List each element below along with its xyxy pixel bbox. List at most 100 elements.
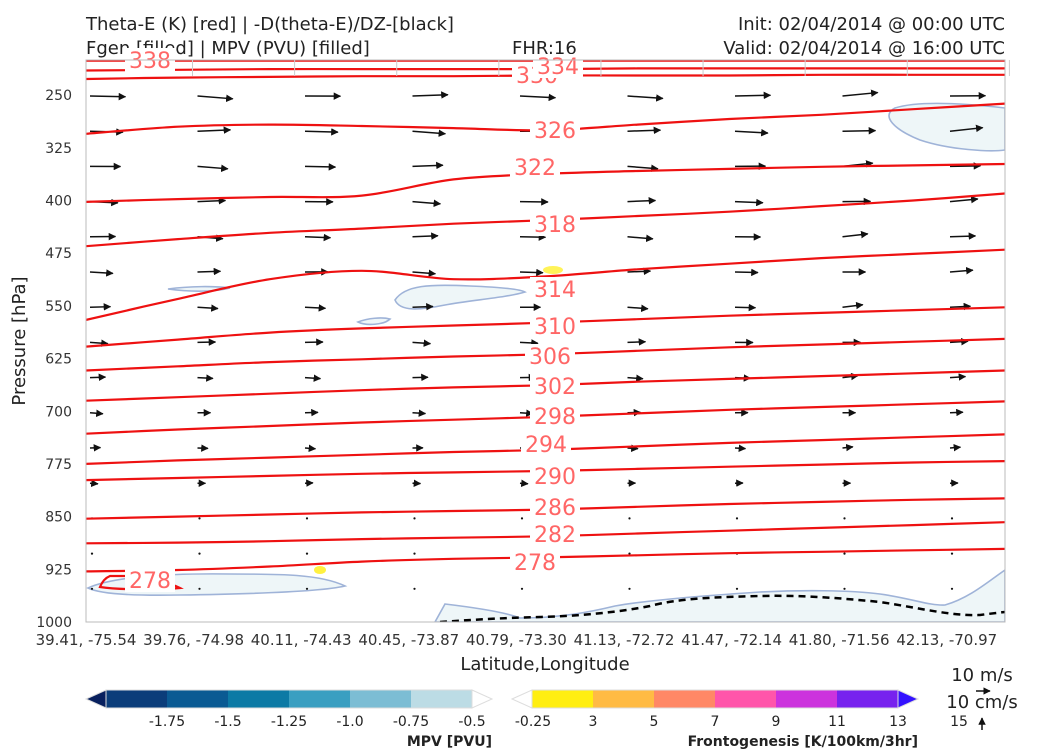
wind-vectors bbox=[89, 89, 987, 660]
x-tick-label: 41.80, -71.56 bbox=[789, 631, 890, 649]
wind-vector bbox=[198, 552, 201, 555]
wind-vector bbox=[628, 517, 631, 520]
mpv-colorbar-segment bbox=[411, 690, 473, 708]
forecast-hour: FHR:16 bbox=[512, 38, 577, 59]
theta-e-label-318: 318 bbox=[534, 213, 576, 238]
wind-vector bbox=[949, 443, 962, 452]
wind-vector bbox=[412, 409, 427, 417]
theta-e-label-bg bbox=[530, 495, 580, 519]
wind-vector bbox=[413, 587, 416, 590]
wind-vector bbox=[627, 304, 649, 313]
wind-vector bbox=[306, 623, 308, 625]
fgen-colorbar-segment bbox=[715, 690, 777, 708]
wind-vector bbox=[412, 269, 437, 277]
wind-vector bbox=[628, 587, 631, 590]
wind-vector bbox=[519, 93, 557, 102]
x-tick-label: 40.45, -73.87 bbox=[358, 631, 459, 649]
theta-e-label-bg bbox=[530, 118, 580, 142]
x-tick-label: 40.11, -74.43 bbox=[251, 631, 352, 649]
fgen-colorbar-segment bbox=[837, 690, 899, 708]
wind-vector bbox=[842, 89, 879, 97]
init-time: Init: 02/04/2014 @ 00:00 UTC bbox=[737, 14, 1005, 35]
wind-vector bbox=[843, 517, 846, 520]
wind-vector bbox=[197, 126, 232, 134]
x-axis-label: Latitude,Longitude bbox=[460, 654, 629, 675]
wind-vector bbox=[89, 373, 107, 382]
y-tick-label-400: 400 bbox=[45, 194, 72, 210]
theta-e-label-334: 334 bbox=[537, 55, 579, 80]
wind-vector bbox=[843, 587, 846, 590]
wind-vector bbox=[412, 302, 434, 311]
fgen-colorbar-tick: 9 bbox=[772, 714, 781, 730]
wind-vector bbox=[197, 267, 222, 276]
wind-vector bbox=[734, 198, 764, 207]
wind-vector bbox=[627, 267, 652, 276]
wind-vector bbox=[197, 374, 214, 382]
wind-vector bbox=[304, 374, 322, 382]
wind-vector bbox=[413, 623, 415, 625]
wind-vector bbox=[304, 163, 337, 171]
theta-e-label-bg bbox=[530, 374, 580, 398]
fgen-blob-lower bbox=[314, 566, 326, 574]
theta-e-label-326: 326 bbox=[534, 119, 576, 144]
mpv-colorbar-segment bbox=[289, 690, 351, 708]
wind-vector bbox=[520, 587, 524, 590]
mpv-colorbar-tick: -1.25 bbox=[271, 714, 307, 730]
fgen-colorbar-tick: 11 bbox=[828, 714, 846, 730]
y-tick-label-1000: 1000 bbox=[36, 615, 72, 631]
wind-vector bbox=[413, 658, 415, 660]
wind-vector bbox=[89, 479, 99, 488]
mpv-colorbar-extend-high bbox=[471, 689, 494, 709]
theta-e-label-302: 302 bbox=[534, 375, 576, 400]
wind-vector bbox=[949, 408, 964, 417]
wind-vector bbox=[519, 339, 539, 347]
wind-vector bbox=[198, 623, 200, 625]
wind-vector bbox=[89, 409, 104, 418]
mpv-colorbar-tick: -1.5 bbox=[214, 714, 241, 730]
x-tick-label: 42.13, -70.97 bbox=[896, 631, 997, 649]
wind-vector bbox=[949, 232, 977, 240]
theta-e-label-bg bbox=[530, 464, 580, 488]
y-axis-label: Pressure [hPa] bbox=[9, 276, 30, 405]
mpv-colorbar-extend-low bbox=[84, 689, 107, 709]
wind-vector bbox=[521, 623, 523, 625]
theta-e-label-bg bbox=[510, 155, 560, 179]
wind-vector bbox=[949, 195, 979, 204]
wind-vector bbox=[950, 552, 954, 555]
fgen-colorbar-segment bbox=[654, 690, 716, 708]
mpv-colorbar-tick: -1.75 bbox=[149, 714, 185, 730]
y-tick-label-250: 250 bbox=[45, 88, 72, 104]
wind-vector bbox=[304, 304, 327, 312]
fgen-colorbar-outline bbox=[531, 689, 899, 709]
mpv-colorbar-tick: -0.5 bbox=[458, 714, 485, 730]
wind-vector bbox=[413, 517, 416, 520]
axes: 250 325 400 475 550 625 700 775 850 925 100039.41,… bbox=[9, 59, 1010, 675]
wind-vector bbox=[197, 94, 234, 103]
mpv-colorbar-tick: -0.75 bbox=[393, 714, 429, 730]
wind-vector bbox=[734, 91, 772, 100]
wind-vector bbox=[519, 479, 529, 488]
x-tick-label: 39.41, -75.54 bbox=[36, 631, 137, 649]
theta-e-label-bg bbox=[521, 432, 571, 456]
wind-vector bbox=[842, 301, 864, 310]
theta-e-contour-314 bbox=[86, 248, 1005, 321]
fgen-colorbar-tick: 13 bbox=[889, 714, 907, 730]
wind-vector bbox=[412, 199, 442, 208]
wind-vector bbox=[89, 339, 109, 347]
theta-e-label-286: 286 bbox=[534, 496, 576, 521]
mpv-colorbar-title: MPV [PVU] bbox=[407, 734, 492, 750]
theta-e-label-278: 278 bbox=[514, 551, 556, 576]
fgen-colorbar-tick: 3 bbox=[589, 714, 598, 730]
wind-vector bbox=[736, 623, 738, 625]
fgen-colorbar-extend-high bbox=[897, 689, 920, 709]
wind-vector bbox=[735, 517, 739, 520]
wind-vector bbox=[627, 126, 662, 135]
wind-vector bbox=[627, 444, 639, 452]
wind-vector bbox=[197, 304, 219, 312]
y-tick-label-850: 850 bbox=[45, 510, 72, 526]
wind-vector bbox=[520, 517, 524, 520]
wind-key-label: 10 m/s bbox=[951, 665, 1013, 686]
wind-vector bbox=[734, 444, 747, 452]
